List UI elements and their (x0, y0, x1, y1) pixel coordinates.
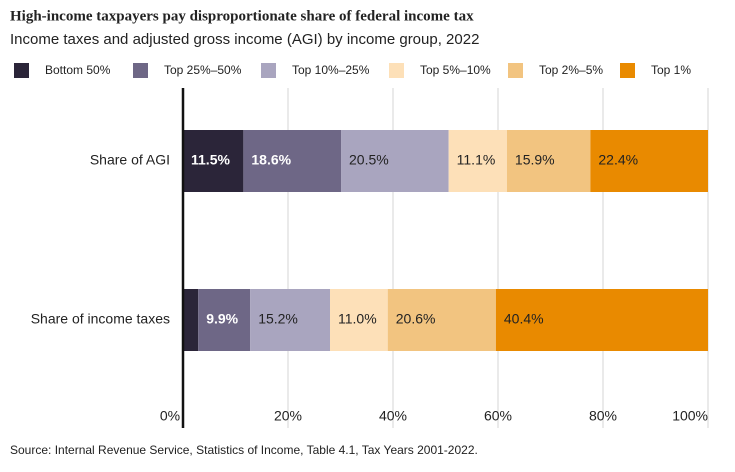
legend-swatch (14, 63, 29, 78)
x-tick-label: 80% (589, 408, 617, 424)
data-label: 20.6% (396, 311, 436, 327)
bar-segment (330, 289, 388, 351)
legend-label: Top 2%–5% (539, 63, 603, 77)
y-tick-label: Share of income taxes (31, 311, 170, 327)
x-tick-label: 100% (672, 408, 708, 424)
data-label: 20.5% (349, 152, 389, 168)
data-label: 11.1% (457, 152, 496, 168)
legend-label: Top 5%–10% (420, 63, 491, 77)
source: Source: Internal Revenue Service, Statis… (10, 443, 478, 457)
data-label: 9.9% (206, 311, 238, 327)
bar-segment (506, 130, 591, 192)
legend-label: Bottom 50% (45, 63, 111, 77)
chart-title: High-income taxpayers pay disproportiona… (10, 8, 474, 24)
data-label: 18.6% (251, 152, 291, 168)
legend-label: Top 25%–50% (164, 63, 242, 77)
data-label: 11.0% (338, 311, 377, 327)
x-tick-label: 40% (379, 408, 407, 424)
data-label: 15.2% (258, 311, 298, 327)
bar-segment (198, 289, 251, 351)
legend-label: Top 1% (651, 63, 691, 77)
bar-segment (341, 130, 449, 192)
bar-segment (448, 130, 507, 192)
legend-swatch (389, 63, 404, 78)
legend-swatch (133, 63, 148, 78)
bar-segment (250, 289, 330, 351)
data-label: 40.4% (504, 311, 544, 327)
bar-segment (183, 289, 199, 351)
bar-segment (387, 289, 496, 351)
x-tick-label: 0% (160, 408, 180, 424)
bar-segment (183, 130, 244, 192)
bar-segment (590, 130, 708, 192)
data-label: 22.4% (598, 152, 638, 168)
y-tick-label: Share of AGI (90, 152, 170, 168)
chart-subtitle: Income taxes and adjusted gross income (… (10, 31, 479, 48)
legend-swatch (620, 63, 635, 78)
legend-label: Top 10%–25% (292, 63, 370, 77)
bar-segment (243, 130, 342, 192)
data-label: 15.9% (515, 152, 555, 168)
legend-swatch (261, 63, 276, 78)
x-tick-label: 20% (274, 408, 302, 424)
data-label: 11.5% (191, 152, 230, 168)
x-tick-label: 60% (484, 408, 512, 424)
legend-swatch (508, 63, 523, 78)
bar-segment (495, 289, 708, 351)
